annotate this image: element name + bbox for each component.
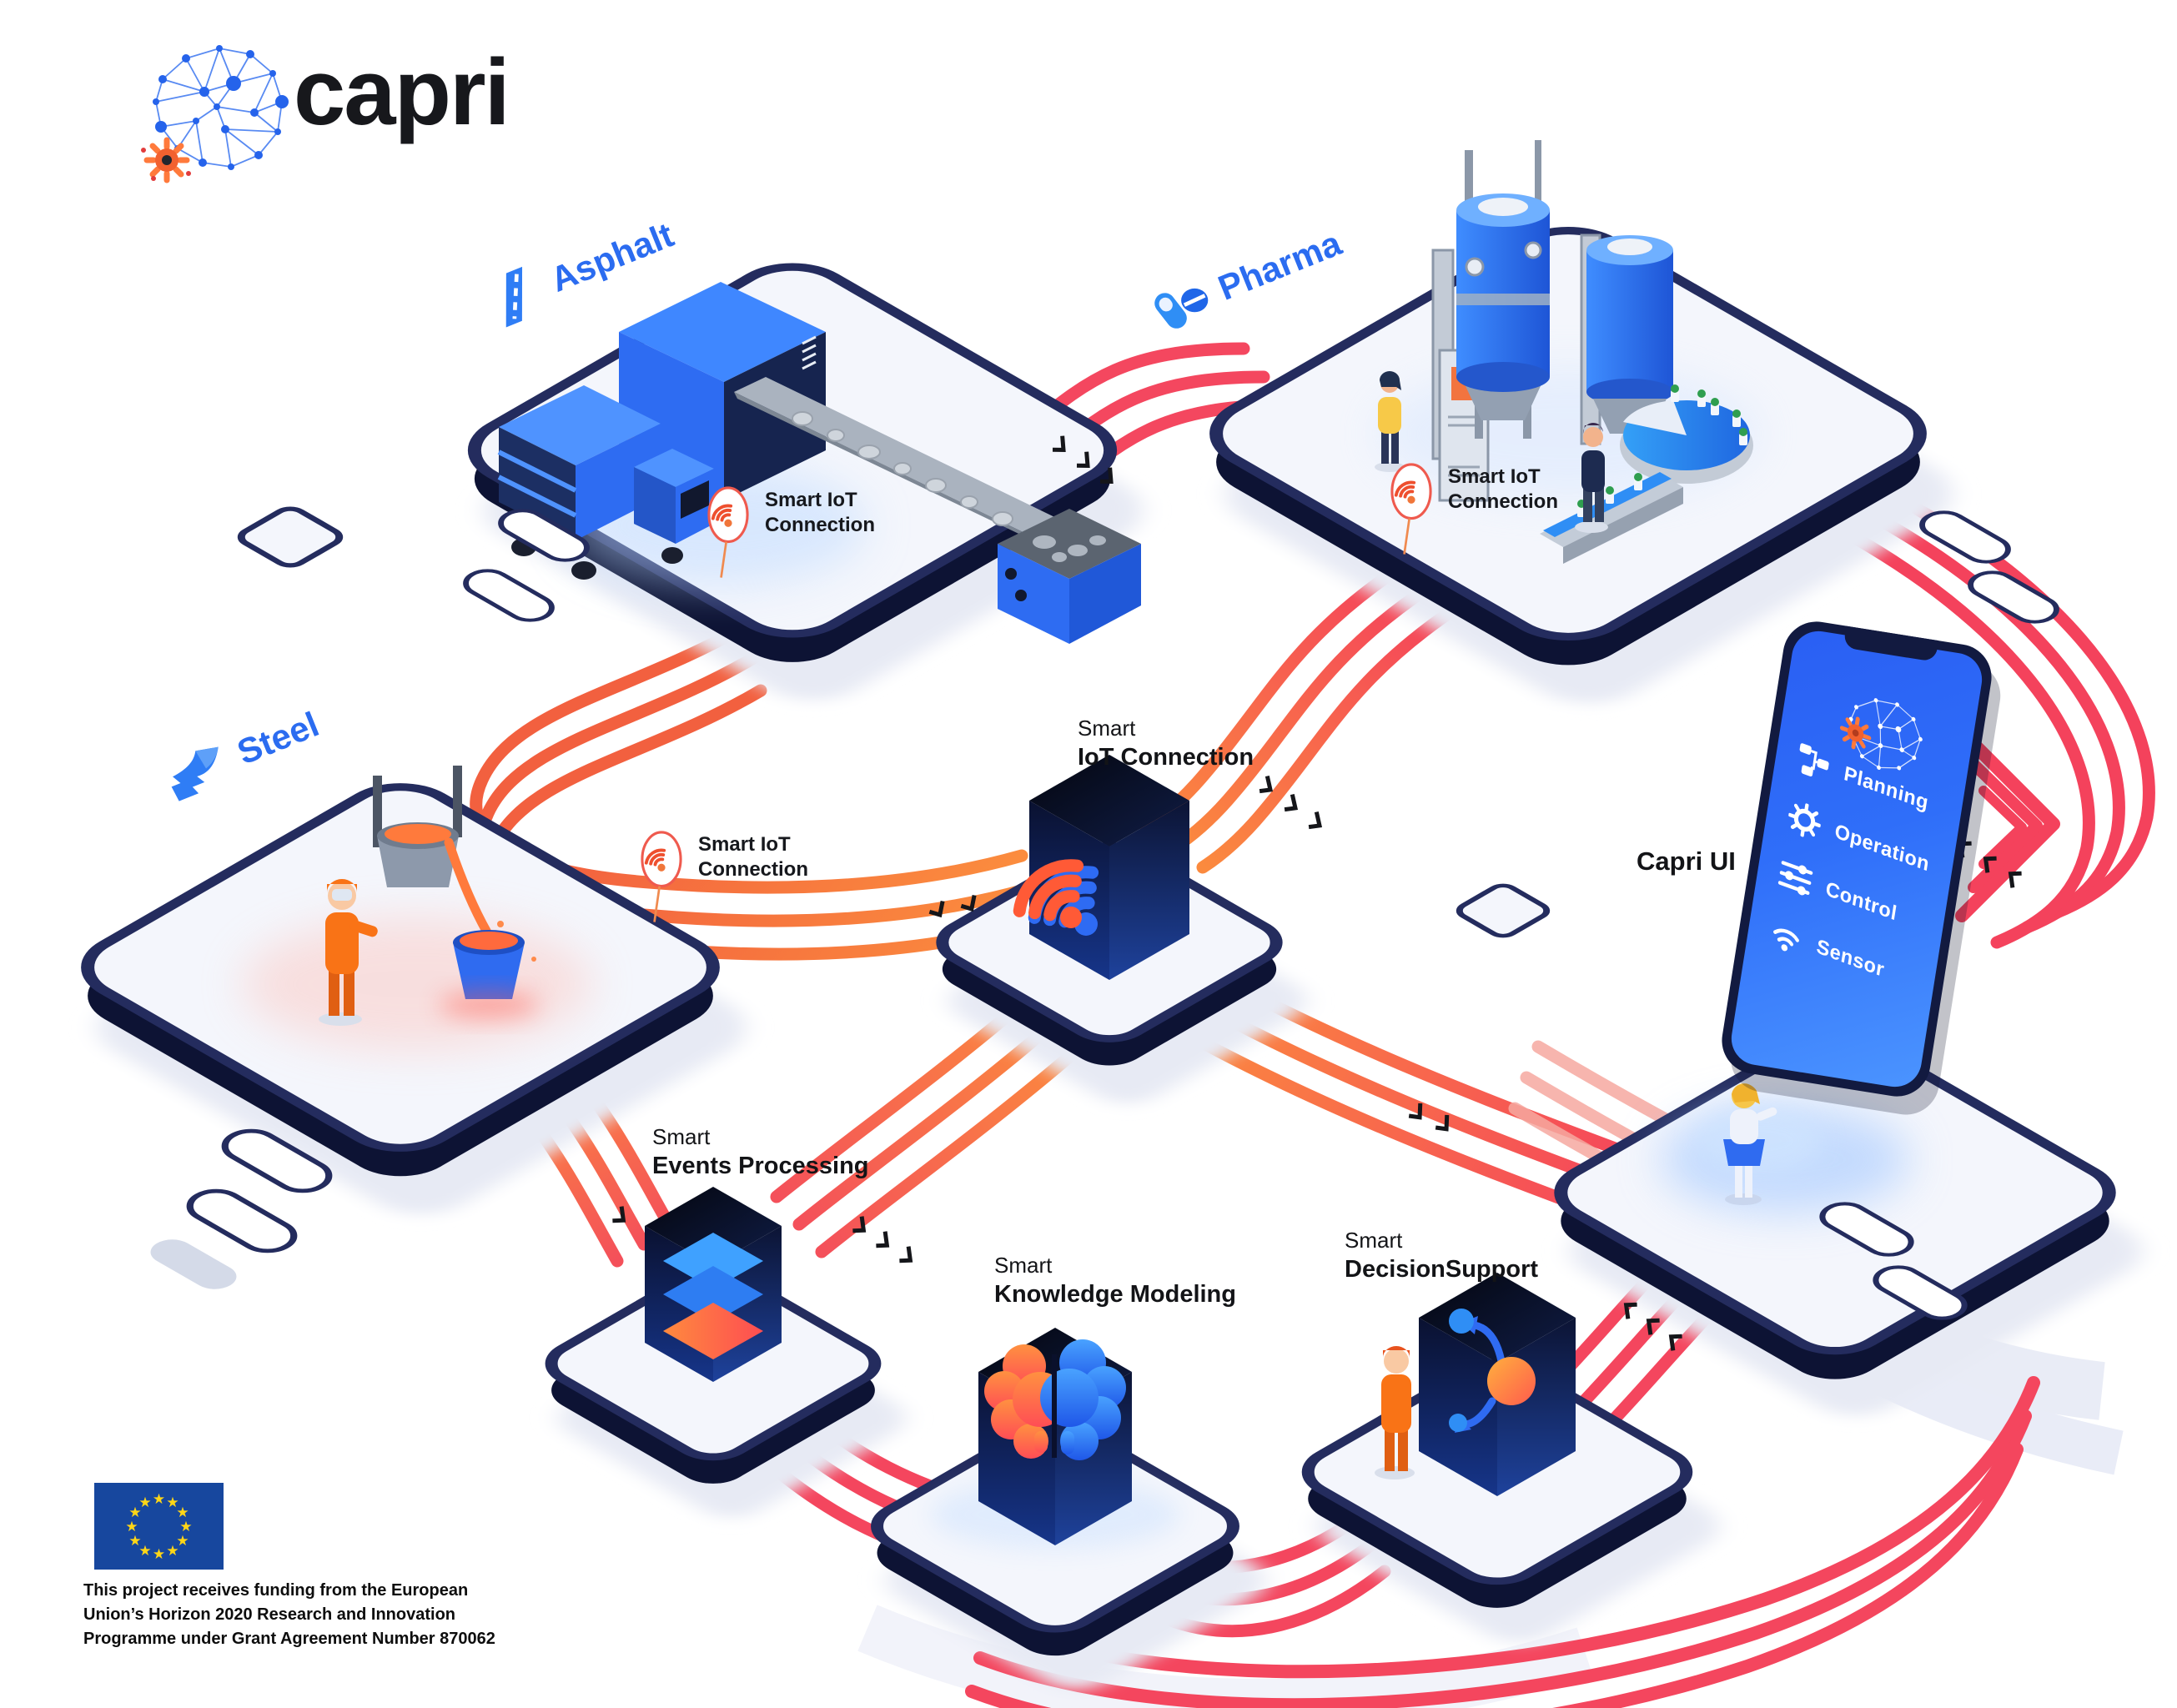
phone-brain-logo [1839,698,1923,771]
svg-text:★: ★ [166,1543,178,1560]
svg-text:★: ★ [138,1494,151,1511]
funding-statement: This project receives funding from the E… [83,1581,495,1648]
svg-text:★: ★ [128,1505,141,1521]
molten-bucket [439,930,539,1018]
road-icon [505,266,523,328]
svg-text:★: ★ [125,1519,138,1535]
svg-text:★: ★ [179,1519,192,1535]
phone-screen: Planning Operation Control [1727,627,1986,1091]
iot-cube [1013,755,1189,980]
brain-icon [984,1339,1126,1460]
gravel-container [998,509,1141,644]
menu-item-planning: Planning [1795,741,1941,825]
capri-ui-label: Capri UI [1637,846,1736,876]
pharma-scientist [1375,371,1405,472]
menu-item-operation: Operation [1786,798,1932,882]
center-node-label: Smart IoT Connection [1078,716,1254,771]
pharma-operator [1575,422,1608,533]
capri-logo-network [141,45,289,183]
steel-iot-label: Smart IoT Connection [636,822,808,931]
sliders-icon [1777,861,1813,896]
phone-menu: Planning Operation Control [1767,741,1940,997]
decision-label: Smart DecisionSupport [1345,1228,1539,1283]
svg-text:★: ★ [153,1491,165,1508]
pharma-tank-1 [1456,140,1550,439]
knowledge-cube [978,1328,1132,1545]
asphalt-platform [467,263,1143,701]
iot-node-platform [936,755,1306,1104]
phone-chevrons [1955,726,2060,922]
asphalt-label: Asphalt [483,205,683,333]
decision-platform [1301,1273,1719,1642]
eu-flag: ★ ★★★ ★★★★ ★★★★ [94,1483,224,1570]
capri-user [1723,1083,1777,1205]
asphalt-iot-label: Smart IoT Connection [703,478,875,586]
svg-text:★: ★ [166,1494,178,1511]
steel-ladle [373,766,536,962]
knowledge-platform [871,1328,1265,1690]
anvil-icon [171,746,219,801]
pharma-label: Pharma [1145,218,1349,340]
events-cube [645,1187,782,1382]
svg-text:★: ★ [138,1543,151,1560]
pharma-rotary-table [1620,384,1753,484]
gear-icon [1787,803,1822,837]
brand-wordmark: capri [294,40,510,144]
menu-item-sensor: Sensor [1767,913,1913,997]
steel-platform [81,766,746,1214]
events-platform [545,1187,905,1518]
knowledge-label: Smart Knowledge Modeling [994,1253,1236,1308]
capri-ui-phone: Planning Operation Control [1717,616,1997,1102]
asphalt-truck [497,385,714,580]
svg-text:★: ★ [176,1533,189,1550]
asphalt-conveyor [734,377,1103,594]
svg-text:★: ★ [153,1546,165,1563]
iot-beacon-icon [1390,463,1432,555]
iot-beacon-icon [641,831,682,922]
phone-logo-gear [1839,716,1872,750]
svg-text:★: ★ [176,1505,189,1521]
pills-icon [1154,288,1209,329]
pharma-iot-label: Smart IoT Connection [1386,455,1558,563]
steel-label: Steel [153,697,328,811]
flowchart-icon [1799,743,1829,777]
steel-worker [319,879,378,1026]
decision-worker [1375,1346,1415,1479]
menu-item-control: Control [1777,856,1923,940]
pharma-platform [1209,140,1953,704]
events-label: Smart Events Processing [652,1124,869,1179]
logo-gear [141,137,191,183]
decision-cube [1419,1273,1576,1496]
svg-text:★: ★ [128,1533,141,1550]
iot-beacon-icon [707,486,749,578]
wifi-icon [1773,928,1799,952]
